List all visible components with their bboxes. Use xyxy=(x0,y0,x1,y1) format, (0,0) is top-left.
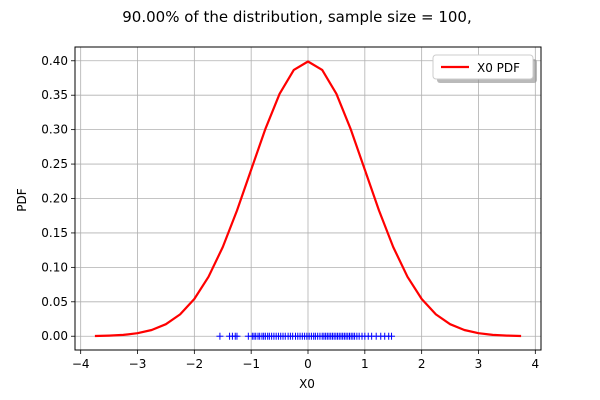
y-tick-label: 0.20 xyxy=(41,192,68,206)
y-axis-ticks: 0.00 0.05 0.10 0.15 0.20 0.25 0.30 0.35 0.40 xyxy=(41,54,75,343)
y-tick-label: 0.05 xyxy=(41,295,68,309)
x-tick-label: 4 xyxy=(531,357,539,371)
plot-area xyxy=(94,60,522,340)
x-tick-label: −4 xyxy=(72,357,90,371)
sample-point xyxy=(388,332,396,340)
x-axis-label: X0 xyxy=(299,377,315,391)
x-tick-label: 0 xyxy=(304,357,312,371)
sample-point xyxy=(216,332,224,340)
y-tick-label: 0.10 xyxy=(41,260,68,274)
sample-point xyxy=(233,332,241,340)
grid xyxy=(75,47,541,350)
x-tick-label: 3 xyxy=(475,357,483,371)
series-line-x0-pdf xyxy=(94,60,522,338)
x-tick-label: −3 xyxy=(129,357,147,371)
legend-label-x0-pdf: X0 PDF xyxy=(477,61,520,75)
legend: X0 PDF xyxy=(432,54,537,83)
y-tick-label: 0.40 xyxy=(41,54,68,68)
y-tick-label: 0.00 xyxy=(41,329,68,343)
y-tick-label: 0.35 xyxy=(41,88,68,102)
y-tick-label: 0.15 xyxy=(41,226,68,240)
x-tick-label: 2 xyxy=(418,357,426,371)
y-tick-label: 0.25 xyxy=(41,157,68,171)
x-tick-label: −2 xyxy=(185,357,203,371)
x-axis-ticks: −4 −3 −2 −1 0 1 2 3 4 xyxy=(72,350,539,371)
y-axis-label: PDF xyxy=(15,188,29,211)
y-tick-label: 0.30 xyxy=(41,123,68,137)
chart-title: 90.00% of the distribution, sample size … xyxy=(122,8,471,26)
legend-box xyxy=(432,54,534,80)
plot-frame xyxy=(74,46,542,351)
x-tick-label: 1 xyxy=(361,357,369,371)
x-tick-label: −1 xyxy=(242,357,260,371)
